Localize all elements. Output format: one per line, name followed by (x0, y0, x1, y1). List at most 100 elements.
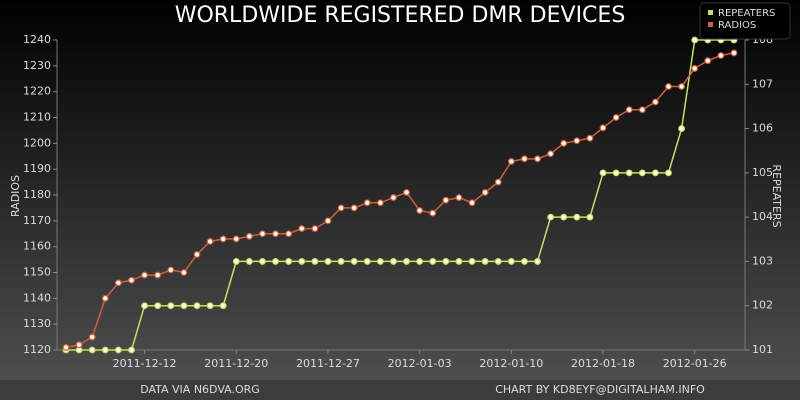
x-tick-label: 2012-01-26 (663, 357, 727, 370)
y-tick-label: 1160 (23, 240, 51, 253)
data-point (101, 294, 109, 302)
data-point (298, 225, 306, 232)
data-point (612, 169, 620, 177)
y2-axis-label: REPEATERS (770, 164, 783, 227)
data-point (416, 207, 424, 214)
data-point (638, 169, 646, 177)
data-point (573, 213, 581, 221)
data-point (573, 137, 581, 145)
data-point (586, 213, 594, 221)
data-point (206, 238, 214, 245)
y-tick-label: 1140 (23, 291, 51, 304)
data-point (625, 106, 633, 114)
data-point (376, 258, 384, 265)
y-tick-label: 1220 (23, 85, 51, 98)
data-point (141, 302, 148, 310)
data-point (494, 178, 502, 186)
y2-tick-label: 102 (752, 299, 773, 312)
y2-tick-label: 104 (752, 210, 773, 223)
data-point (88, 333, 96, 341)
data-point (638, 106, 646, 114)
data-point (167, 266, 175, 274)
y-tick-label: 1120 (23, 343, 51, 356)
y2-tick-label: 101 (752, 343, 773, 356)
data-point (376, 199, 384, 207)
data-point (272, 230, 279, 238)
data-point (350, 258, 358, 265)
data-point (717, 52, 725, 59)
y2-tick-label: 106 (752, 122, 773, 135)
chart-title: WORLDWIDE REGISTERED DMR DEVICES (175, 3, 626, 28)
data-point (455, 194, 463, 201)
data-point (101, 346, 109, 354)
data-point (416, 258, 424, 265)
y-tick-label: 1180 (23, 188, 51, 201)
data-point (167, 302, 175, 310)
x-tick-label: 2011-12-27 (296, 357, 360, 370)
data-point (141, 271, 148, 279)
source-note: DATA VIA N6DVA.ORG (140, 383, 260, 396)
y-tick-label: 1210 (23, 111, 51, 124)
data-point (62, 344, 70, 351)
data-point (75, 341, 83, 349)
data-point (652, 169, 659, 177)
data-point (245, 258, 253, 265)
footer-bar (0, 380, 800, 400)
data-point (193, 251, 201, 258)
data-point (259, 258, 266, 265)
data-point (114, 346, 122, 354)
legend-label: REPEATERS (718, 8, 775, 19)
data-point (547, 150, 555, 158)
data-point (442, 258, 450, 265)
y-tick-label: 1150 (23, 266, 51, 279)
data-point (180, 269, 188, 276)
data-point (298, 258, 306, 265)
data-point (691, 36, 699, 44)
legend-label: RADIOS (718, 20, 756, 31)
x-tick-label: 2012-01-10 (479, 357, 543, 370)
data-point (521, 155, 528, 163)
data-point (259, 230, 266, 238)
data-point (678, 83, 686, 90)
x-tick-label: 2011-12-20 (204, 357, 268, 370)
data-point (599, 124, 607, 132)
data-point (494, 258, 502, 265)
y2-tick-label: 105 (752, 166, 773, 179)
data-point (154, 302, 162, 310)
credit-note: CHART BY KD8EYF@DIGITALHAM.INFO (495, 383, 705, 396)
data-point (625, 169, 633, 177)
data-point (193, 302, 201, 310)
data-point (403, 258, 410, 265)
data-point (534, 155, 541, 163)
data-point (219, 302, 227, 310)
data-point (232, 258, 240, 265)
data-point (612, 114, 620, 121)
data-point (665, 83, 672, 90)
data-point (481, 189, 489, 196)
data-point (114, 279, 122, 287)
data-point (429, 209, 437, 217)
data-point (652, 98, 659, 106)
data-point (324, 217, 332, 225)
data-point (599, 169, 607, 177)
data-point (324, 258, 332, 265)
data-point (154, 271, 162, 279)
background (0, 0, 800, 380)
data-point (285, 230, 293, 238)
y2-tick-label: 107 (752, 77, 773, 90)
data-point (88, 346, 96, 354)
data-point (730, 49, 738, 57)
data-point (285, 258, 293, 265)
data-point (691, 65, 699, 72)
x-tick-label: 2012-01-18 (571, 357, 635, 370)
data-point (560, 139, 568, 147)
y-tick-label: 1200 (23, 136, 51, 149)
data-point (534, 258, 541, 265)
data-point (586, 134, 594, 142)
data-point (311, 258, 319, 265)
data-point (442, 196, 450, 204)
data-point (390, 258, 397, 265)
data-point (180, 302, 188, 310)
data-point (403, 189, 410, 196)
